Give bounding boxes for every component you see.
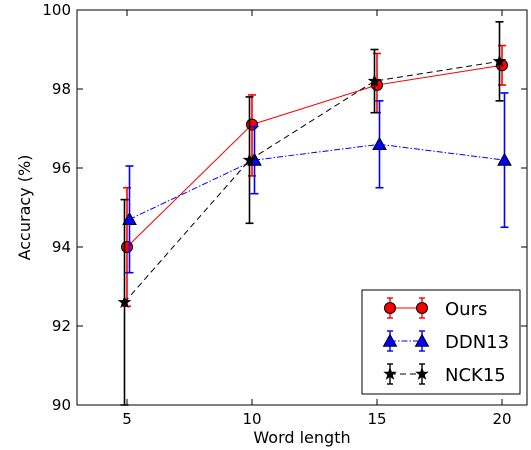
x-tick-label: 10	[242, 410, 261, 428]
legend: Ours DDN13 NCK15	[361, 289, 521, 395]
series-line-ddn13	[129, 143, 505, 220]
legend-marker-ours	[416, 302, 428, 314]
y-tick-label: 98	[52, 80, 71, 98]
legend-marker-ours	[384, 302, 396, 314]
data-point-ddn13	[372, 136, 387, 150]
x-tick-label: 5	[122, 410, 132, 428]
x-tick-label: 15	[367, 410, 386, 428]
legend-marker-nck15	[415, 366, 429, 380]
data-point-nck15	[117, 295, 132, 309]
series-line-ours	[126, 64, 503, 248]
data-point-ours	[246, 118, 258, 131]
plot-frame	[76, 9, 528, 406]
y-tick-label: 94	[52, 238, 71, 256]
y-tick-label: 92	[52, 317, 71, 335]
series-nck15	[117, 21, 507, 406]
data-point-nck15	[367, 73, 382, 87]
data-point-nck15	[492, 54, 507, 68]
legend-entry-ddn13: DDN13	[382, 330, 509, 353]
y-tick-label: 90	[52, 396, 71, 414]
series-line-nck15	[124, 60, 500, 303]
legend-marker-ddn13	[414, 333, 430, 347]
data-point-ours	[121, 241, 133, 253]
legend-marker-nck15	[383, 366, 397, 380]
legend-entry-nck15: NCK15	[383, 363, 506, 386]
legend-label-ddn13: DDN13	[445, 332, 509, 353]
y-tick-label: 96	[52, 159, 71, 177]
series-ddn13	[122, 92, 512, 274]
y-tick-label: 100	[42, 1, 71, 19]
marks-layer	[117, 21, 512, 406]
x-tick-label: 20	[492, 410, 511, 428]
x-axis-label: Word length	[253, 428, 350, 447]
legend-entry-ours: Ours	[384, 297, 487, 320]
legend-marker-ddn13	[382, 333, 398, 347]
legend-label-nck15: NCK15	[445, 365, 506, 386]
series-ours	[121, 44, 508, 308]
y-axis-label: Accuracy (%)	[15, 155, 34, 261]
data-point-ddn13	[122, 211, 137, 226]
data-point-nck15	[242, 152, 257, 166]
legend-label-ours: Ours	[445, 299, 487, 320]
tick-layer: 5 10 15 20 90 92 94 96 98 100	[42, 1, 527, 428]
data-point-ddn13	[497, 152, 512, 166]
